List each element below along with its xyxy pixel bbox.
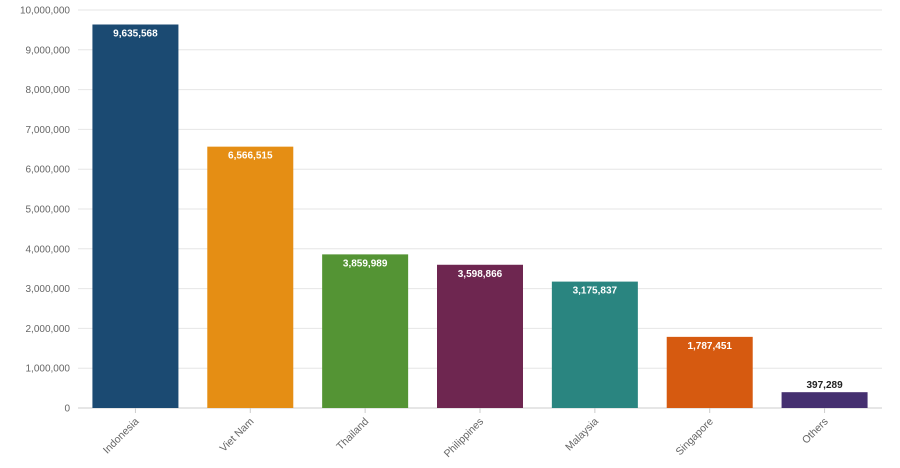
bar: [781, 392, 868, 408]
x-tick-label: Philippines: [442, 416, 486, 460]
bar: [551, 281, 638, 408]
data-label: 397,289: [806, 380, 843, 391]
data-label: 3,859,989: [343, 258, 388, 269]
y-tick-label: 6,000,000: [26, 165, 71, 176]
x-tick-label: Thailand: [334, 416, 371, 453]
bar: [666, 336, 753, 408]
data-label: 6,566,515: [228, 151, 273, 162]
bar: [92, 24, 179, 408]
y-tick-label: 4,000,000: [26, 244, 71, 255]
y-tick-label: 10,000,000: [20, 6, 70, 17]
data-label: 3,598,866: [458, 269, 503, 280]
x-tick-label: Singapore: [673, 416, 715, 458]
y-tick-label: 8,000,000: [26, 85, 71, 96]
y-tick-label: 2,000,000: [26, 324, 71, 335]
bar: [207, 146, 294, 408]
y-tick-label: 5,000,000: [26, 205, 71, 216]
x-tick-label: Indonesia: [101, 416, 142, 457]
data-label: 3,175,837: [573, 286, 618, 297]
x-tick-label: Others: [800, 416, 831, 447]
x-tick-label: Viet Nam: [218, 415, 257, 454]
y-tick-label: 3,000,000: [26, 284, 71, 295]
bar: [322, 254, 409, 408]
y-tick-label: 7,000,000: [26, 125, 71, 136]
bar: [437, 264, 523, 408]
x-tick-label: Malaysia: [563, 416, 601, 454]
y-tick-label: 0: [64, 404, 70, 415]
data-label: 1,787,451: [687, 341, 732, 352]
data-label: 9,635,568: [113, 29, 158, 40]
y-tick-label: 9,000,000: [26, 45, 71, 56]
y-tick-label: 1,000,000: [26, 364, 71, 375]
